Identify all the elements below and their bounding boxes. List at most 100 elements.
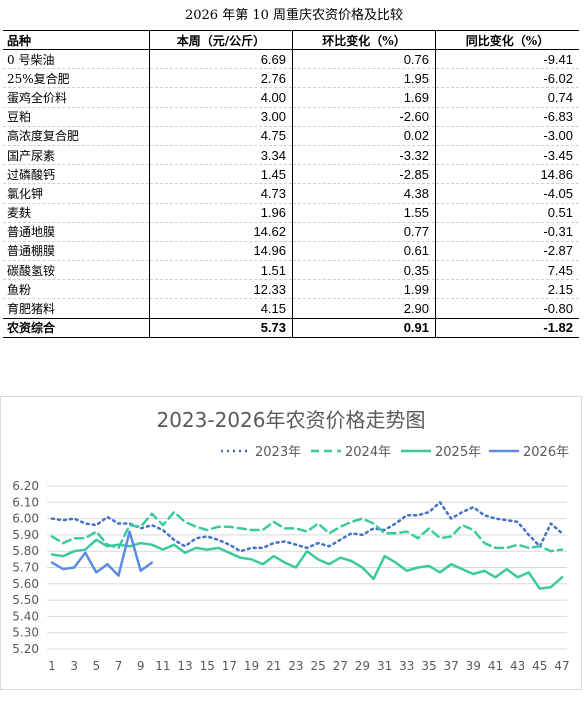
table-header-row: 品种 本周（元/公斤） 环比变化（%） 同比变化（%） (3, 30, 579, 50)
x-tick-label: 11 (155, 659, 170, 673)
price-cell: 4.75 (149, 126, 293, 146)
mom-cell: 2.90 (292, 298, 436, 319)
chart-title: 2023-2026年农资价格走势图 (156, 408, 425, 432)
table-row: 国产尿素 3.34 -3.32 -3.45 (3, 145, 579, 166)
price-cell: 2.76 (149, 68, 293, 89)
y-tick-label: 5.90 (12, 528, 39, 542)
mom-cell: -2.85 (292, 164, 436, 185)
variety-cell: 过磷酸钙 (3, 164, 150, 185)
variety-cell: 普通棚膜 (3, 241, 150, 262)
total-mom-cell: 0.91 (292, 317, 436, 338)
y-tick-label: 5.70 (12, 561, 39, 575)
price-cell: 3.00 (149, 107, 293, 127)
x-tick-label: 25 (310, 659, 325, 673)
x-tick-label: 47 (554, 659, 569, 673)
yoy-cell: -9.41 (435, 49, 579, 70)
yoy-cell: 0.51 (435, 203, 579, 223)
price-cell: 4.00 (149, 87, 293, 108)
mom-cell: 0.61 (292, 241, 436, 262)
legend-label: 2024年 (345, 445, 391, 460)
mom-cell: 1.99 (292, 279, 436, 300)
x-tick-label: 35 (421, 659, 436, 673)
yoy-cell: 0.74 (435, 87, 579, 108)
table-title: 2026 年第 10 周重庆农资价格及比较 (184, 8, 404, 23)
yoy-cell: -0.31 (435, 222, 579, 242)
price-cell: 1.96 (149, 203, 293, 223)
variety-cell: 高浓度复合肥 (3, 126, 150, 146)
mom-cell: 0.02 (292, 126, 436, 146)
yoy-cell: 7.45 (435, 260, 579, 281)
series-line-4 (50, 530, 154, 577)
table-row: 豆粕 3.00 -2.60 -6.83 (3, 107, 579, 127)
y-tick-label: 5.80 (12, 544, 39, 558)
mom-cell: 4.38 (292, 183, 436, 204)
price-cell: 14.96 (149, 241, 293, 262)
total-row: 农资综合 5.73 0.91 -1.82 (3, 317, 579, 338)
chart-grid (47, 485, 567, 650)
yoy-cell: -0.80 (435, 298, 579, 319)
y-tick-label: 5.30 (12, 626, 39, 640)
variety-cell: 氯化钾 (3, 183, 150, 204)
y-tick-label: 6.20 (12, 479, 39, 493)
header-variety: 品种 (3, 30, 150, 50)
table-row: 25%复合肥 2.76 1.95 -6.02 (3, 68, 579, 89)
variety-cell: 鱼粉 (3, 279, 150, 300)
mom-cell: 0.77 (292, 222, 436, 242)
y-tick-label: 5.50 (12, 593, 39, 607)
x-tick-label: 43 (510, 659, 525, 673)
yoy-cell: -2.87 (435, 241, 579, 262)
chart-series (50, 501, 564, 590)
variety-cell: 麦麸 (3, 203, 150, 223)
x-tick-label: 13 (177, 659, 192, 673)
mom-cell: -3.32 (292, 145, 436, 166)
yoy-cell: -6.83 (435, 107, 579, 127)
total-price-cell: 5.73 (149, 317, 293, 338)
table-row: 0 号柴油 6.69 0.76 -9.41 (3, 49, 579, 70)
x-tick-label: 29 (355, 659, 370, 673)
table-row: 高浓度复合肥 4.75 0.02 -3.00 (3, 126, 579, 146)
variety-cell: 25%复合肥 (3, 68, 150, 89)
y-tick-label: 6.00 (12, 512, 39, 526)
x-tick-label: 33 (399, 659, 414, 673)
price-cell: 1.51 (149, 260, 293, 281)
price-cell: 3.34 (149, 145, 293, 166)
x-tick-label: 37 (443, 659, 458, 673)
x-tick-label: 9 (137, 659, 145, 673)
mom-cell: 1.69 (292, 87, 436, 108)
mom-cell: 1.95 (292, 68, 436, 89)
price-cell: 6.69 (149, 49, 293, 70)
price-table: 品种 本周（元/公斤） 环比变化（%） 同比变化（%） 0 号柴油 6.69 0.7… (3, 30, 579, 338)
table-row: 碳酸氢铵 1.51 0.35 7.45 (3, 260, 579, 281)
variety-cell: 普通地膜 (3, 222, 150, 242)
variety-cell: 豆粕 (3, 107, 150, 127)
x-tick-label: 39 (466, 659, 481, 673)
mom-cell: 0.76 (292, 49, 436, 70)
table-row: 普通棚膜 14.96 0.61 -2.87 (3, 241, 579, 262)
table-row: 蛋鸡全价料 4.00 1.69 0.74 (3, 87, 579, 108)
x-tick-label: 45 (532, 659, 547, 673)
variety-cell: 碳酸氢铵 (3, 260, 150, 281)
x-tick-label: 31 (377, 659, 392, 673)
x-tick-label: 5 (93, 659, 101, 673)
price-cell: 4.73 (149, 183, 293, 204)
mom-cell: 0.35 (292, 260, 436, 281)
legend-label: 2026年 (523, 445, 569, 460)
header-yoy: 同比变化（%） (435, 30, 579, 50)
x-tick-label: 21 (266, 659, 281, 673)
price-cell: 14.62 (149, 222, 293, 242)
variety-cell: 0 号柴油 (3, 49, 150, 70)
x-tick-label: 15 (200, 659, 215, 673)
x-tick-label: 3 (70, 659, 78, 673)
x-tick-label: 27 (333, 659, 348, 673)
yoy-cell: -4.05 (435, 183, 579, 204)
legend-label: 2023年 (255, 445, 301, 460)
x-tick-label: 19 (244, 659, 259, 673)
series-line-3 (50, 538, 564, 590)
yoy-cell: -3.45 (435, 145, 579, 166)
table-row: 育肥猪料 4.15 2.90 -0.80 (3, 298, 579, 319)
price-cell: 1.45 (149, 164, 293, 185)
chart-legend: 2023年 2024年 2025年 2026年 (221, 445, 569, 460)
x-tick-label: 41 (488, 659, 503, 673)
table-row: 普通地膜 14.62 0.77 -0.31 (3, 222, 579, 242)
variety-cell: 蛋鸡全价料 (3, 87, 150, 108)
